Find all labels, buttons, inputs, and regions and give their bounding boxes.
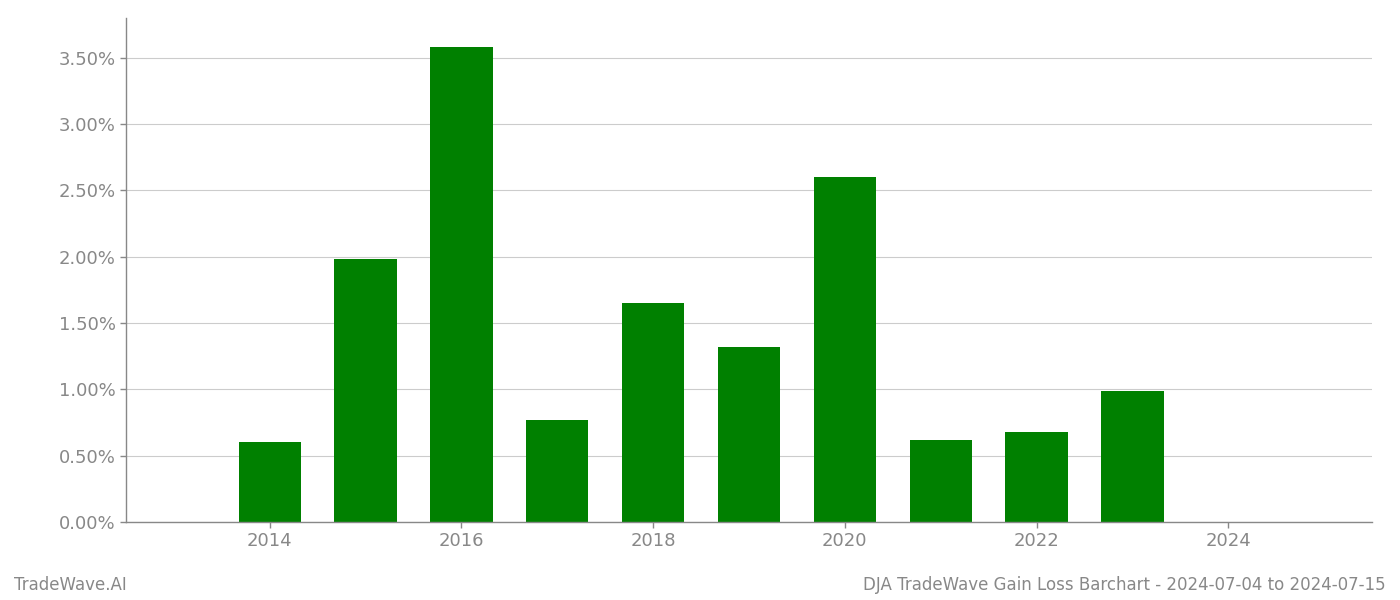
Bar bbox=[1102, 391, 1163, 522]
Bar bbox=[430, 47, 493, 522]
Bar bbox=[335, 259, 396, 522]
Bar bbox=[718, 347, 780, 522]
Bar bbox=[1005, 432, 1068, 522]
Text: DJA TradeWave Gain Loss Barchart - 2024-07-04 to 2024-07-15: DJA TradeWave Gain Loss Barchart - 2024-… bbox=[864, 576, 1386, 594]
Bar bbox=[813, 177, 876, 522]
Bar bbox=[622, 303, 685, 522]
Bar bbox=[238, 442, 301, 522]
Text: TradeWave.AI: TradeWave.AI bbox=[14, 576, 127, 594]
Bar bbox=[910, 440, 972, 522]
Bar bbox=[526, 420, 588, 522]
